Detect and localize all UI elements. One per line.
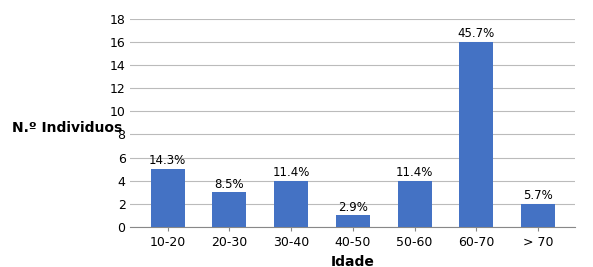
Bar: [397, 181, 432, 227]
Text: 11.4%: 11.4%: [272, 166, 310, 179]
Bar: [336, 215, 370, 227]
Text: 8.5%: 8.5%: [215, 178, 244, 191]
Text: 45.7%: 45.7%: [458, 27, 495, 40]
Bar: [460, 42, 493, 227]
Text: 14.3%: 14.3%: [149, 154, 186, 167]
Bar: [521, 204, 555, 227]
Text: N.º Individuos: N.º Individuos: [12, 121, 122, 135]
Bar: [151, 169, 184, 227]
Bar: [274, 181, 308, 227]
Text: 5.7%: 5.7%: [523, 189, 553, 202]
Bar: [212, 192, 246, 227]
Text: 2.9%: 2.9%: [338, 201, 368, 214]
Text: 11.4%: 11.4%: [396, 166, 433, 179]
X-axis label: Idade: Idade: [331, 254, 375, 267]
